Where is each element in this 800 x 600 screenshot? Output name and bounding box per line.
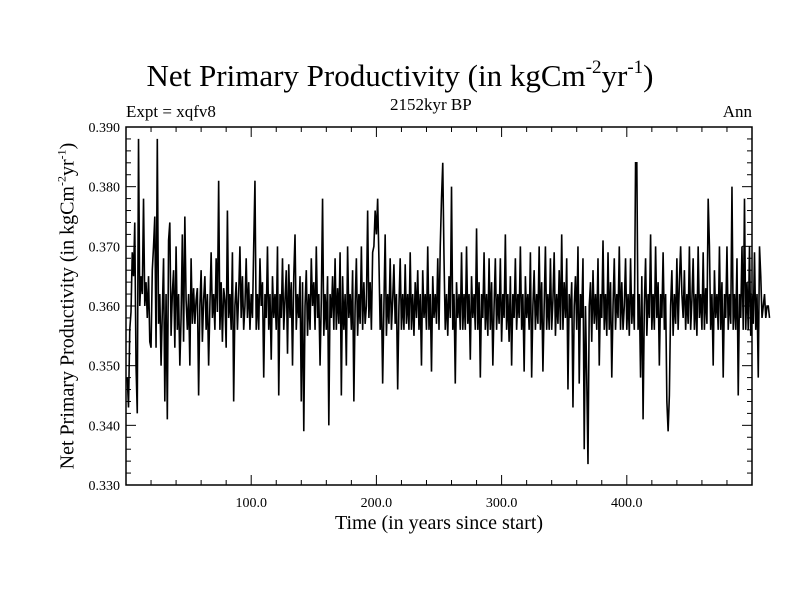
x-tick-label: 200.0	[361, 496, 393, 511]
x-axis-label: Time (in years since start)	[334, 512, 544, 534]
experiment-label: Expt = xqfv8	[126, 102, 216, 121]
x-tick-label: 100.0	[235, 496, 267, 511]
x-tick-label: 300.0	[486, 496, 518, 511]
x-tick-label: 400.0	[611, 496, 643, 511]
y-tick-label: 0.350	[89, 360, 121, 375]
season-label: Ann	[722, 102, 752, 121]
y-tick-label: 0.360	[89, 300, 121, 315]
y-tick-label: 0.330	[89, 479, 121, 494]
y-tick-label: 0.390	[89, 121, 121, 136]
y-tick-label: 0.380	[89, 181, 121, 196]
chart-title: Net Primary Productivity (in kgCm-2yr-1)	[146, 57, 654, 93]
y-tick-label: 0.370	[89, 240, 121, 255]
series-line	[126, 138, 771, 465]
y-tick-label: 0.340	[89, 419, 121, 434]
period-label: 2152kyr BP	[390, 95, 472, 114]
